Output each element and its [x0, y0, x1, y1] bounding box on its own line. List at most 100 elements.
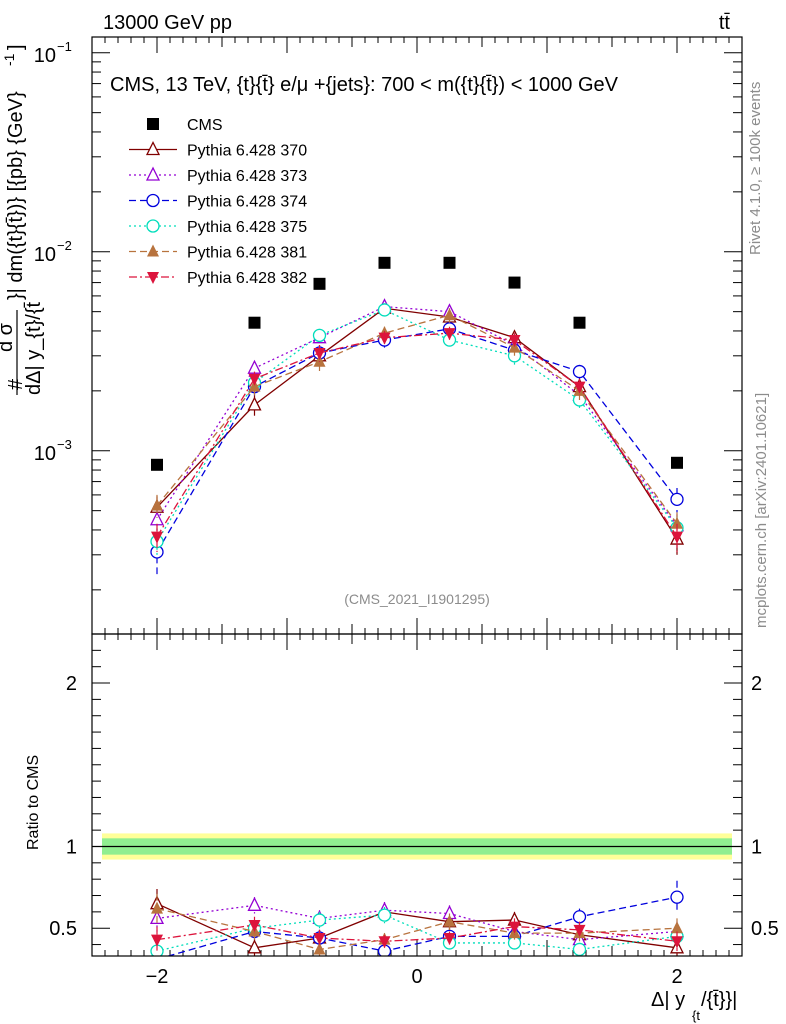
- ratio-point-p382: [573, 924, 586, 937]
- legend-entry-p381: Pythia 6.428 381: [129, 244, 307, 262]
- point-p375: [312, 328, 327, 343]
- point-p382: [443, 328, 456, 341]
- ratio-line-p374: [166, 896, 678, 956]
- ratio-axes: −2 0 2 0.5 0.5 1 1 2 2: [49, 633, 779, 988]
- legend-label-p382: Pythia 6.428 382: [187, 270, 307, 287]
- ratio-series-group: [149, 880, 685, 956]
- ratio-point-p370: [247, 939, 262, 954]
- legend-marker-p374: [146, 193, 160, 208]
- ratio-point-p373: [247, 896, 262, 911]
- energy-title: 13000 GeV pp: [103, 12, 232, 34]
- plot-title: CMS, 13 TeV, {t}{t̄} e/μ +{jets}: 700 < …: [110, 74, 619, 96]
- x-tick-label: 2: [671, 966, 682, 988]
- point-cms: [378, 256, 391, 269]
- series-p382: [151, 326, 683, 552]
- ylabel-hash: #: [5, 378, 27, 390]
- legend-entry-p375: Pythia 6.428 375: [129, 219, 307, 236]
- ratio-point-p382: [151, 934, 163, 947]
- legend-marker-cms: [147, 118, 159, 130]
- legend-label-p375: Pythia 6.428 375: [187, 219, 307, 236]
- main-y-axis-label: # d σ dΔ| y_{t}/{t̄ }| dm({t}{t̄})} [{pb…: [0, 44, 45, 395]
- point-p382: [248, 373, 261, 386]
- series-line-p382: [156, 332, 678, 538]
- legend-entry-p373: Pythia 6.428 373: [129, 166, 307, 185]
- ratio-frame: [91, 633, 743, 957]
- ylabel-numerator: d σ: [0, 322, 17, 352]
- y-tick-label-base: 10: [34, 45, 56, 67]
- legend-marker-p370: [145, 141, 161, 156]
- ratio-point-p374: [572, 910, 587, 924]
- main-series-group: [149, 256, 685, 575]
- y-tick-label-exponent: −1: [57, 39, 72, 54]
- point-cms: [443, 256, 456, 269]
- ratio-y-tick-label-right: 2: [751, 673, 762, 695]
- legend-label-p370: Pythia 6.428 370: [187, 143, 307, 160]
- point-p382: [151, 531, 163, 544]
- legend-marker-p373: [145, 166, 161, 181]
- cms-uncertainty-band: [92, 833, 742, 860]
- point-p375: [377, 303, 392, 317]
- ratio-line-p381: [156, 907, 678, 951]
- ratio-point-p382: [378, 936, 391, 949]
- legend-marker-p381: [147, 244, 159, 257]
- mcplots-label: mcplots.cern.ch [arXiv:2401.10621]: [753, 393, 770, 628]
- series-line-p370: [156, 307, 678, 540]
- point-p381: [443, 308, 456, 321]
- point-cms: [248, 316, 261, 329]
- legend-entry-p370: Pythia 6.428 370: [129, 141, 307, 160]
- xlabel-subscript: {t: [692, 1008, 700, 1023]
- ylabel-denominator: dΔ| y_{t}/{t̄: [23, 301, 45, 395]
- y-tick-label-exponent: −2: [57, 238, 72, 253]
- point-p374: [572, 364, 587, 379]
- y-tick-label-base: 10: [34, 443, 56, 465]
- xlabel-rest: /{t̄}}|: [701, 989, 737, 1011]
- legend-entry-cms: CMS: [147, 117, 223, 134]
- point-p373: [149, 511, 165, 526]
- point-p382: [573, 381, 586, 394]
- ratio-line-p382: [156, 924, 678, 942]
- series-p374: [150, 322, 684, 575]
- ratio-line-p373: [156, 904, 678, 941]
- point-cms: [151, 458, 163, 471]
- x-axis-label: Δ| y {t /{t̄}}|: [651, 989, 737, 1023]
- ratio-point-p381: [313, 942, 326, 955]
- legend-marker-p375: [146, 219, 160, 233]
- ratio-y-tick-label: 1: [66, 836, 77, 858]
- ratio-point-p381: [443, 914, 456, 927]
- point-p382: [671, 531, 683, 544]
- point-p370: [247, 396, 262, 411]
- ylabel-exponent: -1: [1, 53, 17, 66]
- ratio-point-p375: [312, 913, 327, 927]
- series-line-p374: [156, 328, 678, 553]
- point-cms: [573, 316, 586, 329]
- legend: CMS Pythia 6.428 370 Pythia 6.428 373 Pythi…: [129, 117, 307, 287]
- process-title: tt̄: [719, 12, 731, 34]
- ratio-series-p382: [151, 916, 683, 953]
- point-cms: [313, 277, 326, 290]
- point-p382: [313, 347, 326, 360]
- point-p373: [247, 359, 262, 374]
- ratio-y-tick-label-right: 1: [751, 836, 762, 858]
- ratio-point-p375: [572, 942, 587, 956]
- ylabel-rest: }| dm({t}{t̄})} [{pb} {GeV}: [5, 91, 27, 300]
- main-axes: 10−310−210−1: [34, 37, 743, 634]
- analysis-watermark: (CMS_2021_I1901295): [344, 591, 490, 607]
- series-cms: [151, 256, 683, 471]
- ratio-point-p382: [443, 933, 456, 946]
- series-line-p381: [156, 314, 678, 525]
- series-line-p373: [156, 305, 678, 527]
- ratio-y-tick-label: 2: [66, 673, 77, 695]
- ylabel-close: ]: [5, 44, 27, 50]
- point-p381: [151, 498, 163, 511]
- ratio-y-axis-label: Ratio to CMS: [25, 755, 42, 850]
- ratio-line-p370: [156, 903, 678, 949]
- legend-label-p374: Pythia 6.428 374: [187, 194, 307, 211]
- ratio-point-p381: [671, 921, 683, 934]
- ratio-y-tick-label: 0.5: [49, 918, 77, 940]
- ratio-point-p382: [508, 921, 521, 934]
- point-p382: [508, 335, 521, 348]
- xlabel-delta: Δ| y: [651, 989, 685, 1011]
- ratio-series-p375: [150, 906, 684, 956]
- legend-entry-p382: Pythia 6.428 382: [129, 270, 307, 287]
